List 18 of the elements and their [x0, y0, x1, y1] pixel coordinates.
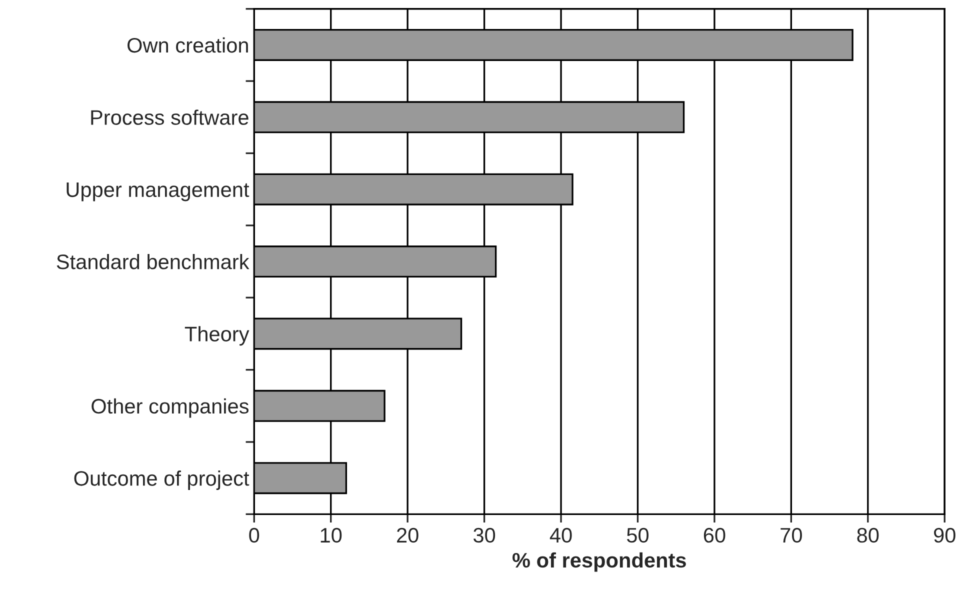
x-tick-label: 50 — [626, 528, 649, 543]
x-tick-label: 0 — [249, 528, 260, 543]
y-tick-label: Other companies — [92, 398, 249, 418]
y-tick-label: Upper management — [66, 182, 250, 202]
x-tick-label: 90 — [934, 528, 956, 543]
x-tick-label: 20 — [397, 528, 418, 543]
y-tick-label: Process software — [91, 110, 248, 125]
y-tick-label: Theory — [184, 326, 250, 346]
x-tick-label: 10 — [320, 528, 342, 543]
x-axis-title: % of respondents — [512, 552, 686, 572]
y-tick-label: Standard benchmark — [56, 254, 250, 270]
x-tick-label: 40 — [550, 528, 572, 543]
x-tick-label: 80 — [857, 528, 879, 543]
y-tick-label: Outcome of project — [74, 470, 250, 490]
x-tick-label: 70 — [780, 528, 802, 543]
y-tick-label: Own creation — [128, 37, 248, 53]
x-tick-label: 60 — [704, 528, 726, 543]
x-tick-label: 30 — [474, 528, 496, 543]
